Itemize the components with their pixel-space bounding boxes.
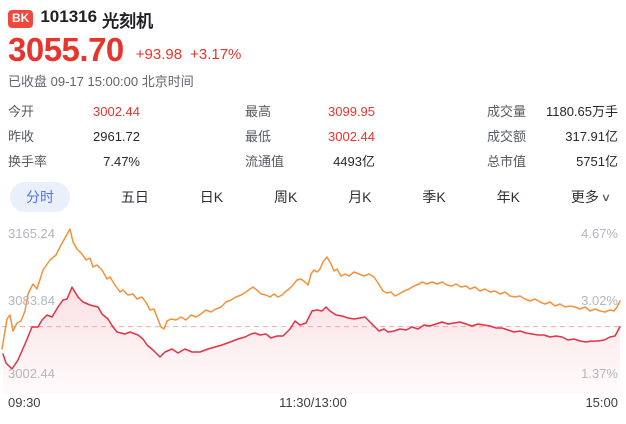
security-title-row: BK 101316 光刻机 [8, 7, 618, 32]
stat-value: 317.91亿 [565, 129, 618, 144]
tab-more-label: 更多 [570, 189, 599, 205]
security-name: 光刻机 [102, 11, 154, 31]
stat-value: 1180.65万手 [545, 104, 618, 119]
time-label-noon: 11:30/13:00 [279, 395, 347, 410]
stat-value: 4493亿 [333, 154, 375, 169]
stat-value: 3099.95 [328, 104, 375, 119]
stat-row-float-cap: 流通值 4493亿 [245, 149, 375, 174]
stat-value: 3002.44 [93, 104, 140, 119]
right-axis-label-mid: 3.02% [581, 293, 618, 308]
stat-label: 最低 [245, 129, 272, 144]
price-change-percent: +3.17% [190, 46, 242, 63]
price-line-area [3, 287, 620, 394]
stat-label: 成交量 [487, 104, 527, 119]
left-axis-label-top: 3165.24 [8, 226, 55, 241]
stat-label: 总市值 [487, 154, 527, 169]
tab-quarterly-k[interactable]: 季K [422, 189, 446, 205]
stat-label: 成交额 [487, 129, 527, 144]
stats-column-1: 今开 3002.44 昨收 2961.72 换手率 7.47% [8, 99, 140, 174]
stat-label: 昨收 [8, 129, 35, 144]
time-axis: 09:30 11:30/13:00 15:00 [0, 395, 626, 412]
left-axis-label-mid: 3083.84 [8, 293, 55, 308]
stat-row-turnover-rate: 换手率 7.47% [8, 149, 140, 174]
market-type-badge: BK [8, 10, 34, 28]
stat-row-high: 最高 3099.95 [245, 99, 375, 124]
market-status: 已收盘 09-17 15:00:00 北京时间 [8, 74, 194, 89]
price-row: 3055.70 +93.98 +3.17% [8, 32, 618, 66]
tab-minute[interactable]: 分时 [10, 182, 70, 212]
stat-row-prev-close: 昨收 2961.72 [8, 124, 140, 149]
intraday-chart-canvas [1, 228, 621, 394]
intraday-chart[interactable]: 3165.24 3083.84 3002.44 4.67% 3.02% 1.37… [0, 217, 626, 413]
stat-label: 最高 [245, 104, 272, 119]
security-code: 101316 [40, 6, 98, 26]
stat-value: 5751亿 [576, 154, 618, 169]
stat-label: 换手率 [8, 154, 48, 169]
security-title: 101316 光刻机 [40, 7, 153, 32]
stat-value: 3002.44 [328, 129, 375, 144]
time-label-close: 15:00 [585, 395, 618, 410]
time-label-open: 09:30 [8, 395, 41, 410]
tab-weekly-k[interactable]: 周K [273, 189, 298, 205]
price-line [2, 286, 621, 370]
stat-row-low: 最低 3002.44 [245, 124, 375, 149]
right-axis-label-top: 4.67% [581, 226, 618, 241]
tab-daily-k[interactable]: 日K [199, 189, 224, 205]
price-change: +93.98 [135, 46, 183, 63]
chart-period-tabs: 分时 五日 日K 周K 月K 季K 年K 更多 ∨ [0, 182, 626, 212]
stat-value: 7.47% [103, 154, 140, 169]
tab-monthly-k[interactable]: 月K [348, 189, 372, 205]
stat-label: 流通值 [245, 154, 285, 169]
stat-row-amount: 成交额 317.91亿 [487, 124, 618, 149]
quote-stats-grid: 今开 3002.44 昨收 2961.72 换手率 7.47% 最高 3099.… [0, 99, 626, 174]
stat-value: 2961.72 [93, 129, 140, 144]
stats-column-3: 成交量 1180.65万手 成交额 317.91亿 总市值 5751亿 [487, 99, 618, 174]
stat-row-total-cap: 总市值 5751亿 [487, 149, 618, 174]
tab-yearly-k[interactable]: 年K [496, 189, 520, 205]
left-axis-label-bottom: 3002.44 [8, 366, 55, 381]
stat-label: 今开 [8, 104, 35, 119]
last-price: 3055.70 [8, 31, 124, 68]
avg-price-line [1, 228, 621, 350]
stats-column-2: 最高 3099.95 最低 3002.44 流通值 4493亿 [245, 99, 375, 174]
stat-row-open: 今开 3002.44 [8, 99, 140, 124]
right-axis-label-bottom: 1.37% [581, 366, 618, 381]
chevron-down-icon: ∨ [600, 191, 612, 204]
tab-more[interactable]: 更多 ∨ [570, 187, 612, 207]
tab-5day[interactable]: 五日 [120, 189, 149, 205]
stat-row-volume: 成交量 1180.65万手 [487, 99, 618, 124]
quote-header: BK 101316 光刻机 3055.70 +93.98 +3.17% 已收盘 … [0, 0, 626, 89]
